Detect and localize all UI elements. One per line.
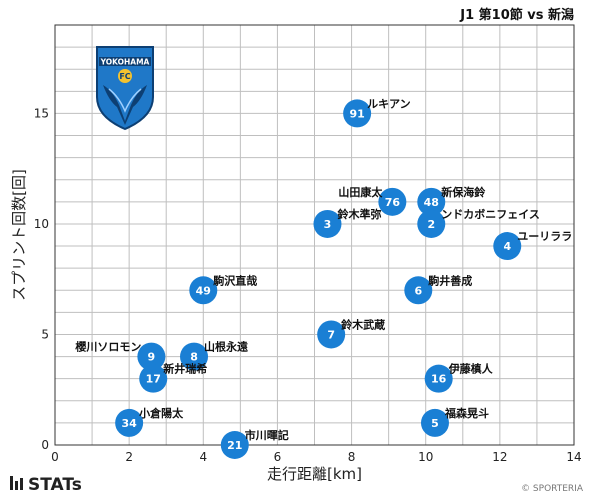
player-marker [378, 187, 407, 216]
player-number-label: 5 [431, 417, 439, 430]
phoenix-icon [103, 85, 147, 125]
player-name-label: 新保海鈴 [441, 185, 486, 199]
player-number-label: 76 [385, 196, 401, 209]
y-tick-label: 10 [34, 217, 49, 231]
player-number-label: 9 [148, 351, 156, 364]
player-number-label: 3 [324, 218, 332, 231]
player-point: 3 鈴木準弥 [313, 207, 381, 238]
shield-icon [96, 46, 154, 131]
player-marker [137, 342, 166, 371]
player-point: 7 鈴木武蔵 [317, 317, 385, 349]
player-name-label: ルキアン [367, 97, 411, 110]
player-marker [139, 364, 168, 393]
x-tick-label: 4 [199, 450, 207, 464]
emblem-fc: FC [119, 72, 130, 81]
player-name-label: 鈴木準弥 [337, 207, 381, 221]
player-number-label: 6 [414, 284, 422, 297]
player-name-label: 櫻川ソロモン [74, 340, 141, 354]
player-marker [424, 364, 453, 393]
player-marker [115, 408, 144, 437]
x-tick-label: 10 [418, 450, 433, 464]
player-number-label: 7 [327, 328, 335, 341]
emblem-text: YOKOHAMA [100, 58, 150, 67]
data-points: 91ルキアン76山田康太48新保海鈴3鈴木準弥2ンドカボニフェイス4ユーリララ4… [74, 97, 572, 459]
player-marker [317, 320, 346, 349]
player-name-label: 山田康太 [338, 185, 383, 199]
stats-bar-icon [10, 476, 13, 490]
axis-ticks: 0 2 4 6 8 10 12 14 0 5 10 15 [34, 106, 582, 464]
player-point: 5 福森晃斗 [420, 406, 489, 437]
phoenix-wing-icon [108, 88, 142, 113]
player-marker [420, 408, 449, 437]
x-axis-label: 走行距離[km] [267, 465, 362, 483]
player-name-label: 市川暉記 [245, 428, 289, 442]
player-number-label: 21 [227, 439, 242, 452]
emblem-band [99, 57, 151, 66]
stats-logo-text: STATs [28, 475, 82, 495]
player-marker [417, 187, 446, 216]
stats-bar-icon [20, 478, 23, 490]
player-point: 4 ユーリララ [493, 230, 572, 261]
emblem-ball [118, 69, 132, 83]
stats-logo: STATs [10, 475, 82, 495]
credit-text: © SPORTERIA [521, 484, 584, 494]
player-number-label: 8 [190, 351, 198, 364]
y-tick-label: 15 [34, 106, 49, 120]
player-marker [180, 342, 209, 371]
player-number-label: 2 [427, 218, 435, 231]
player-marker [493, 232, 522, 261]
y-axis-label: スプリント回数[回] [10, 169, 28, 301]
player-number-label: 91 [349, 107, 364, 120]
match-title: J1 第10節 vs 新潟 [459, 7, 574, 23]
player-number-label: 17 [146, 373, 161, 386]
x-tick-label: 6 [274, 450, 282, 464]
x-tick-label: 12 [492, 450, 507, 464]
x-tick-label: 2 [125, 450, 133, 464]
player-name-label: 小倉陽太 [138, 406, 184, 420]
player-name-label: 駒井善成 [428, 273, 472, 287]
player-marker [343, 99, 372, 128]
player-name-label: 鈴木武蔵 [341, 317, 385, 331]
player-point: 8 山根永遠 [180, 340, 248, 371]
y-tick-label: 0 [41, 438, 49, 452]
player-point: 6 駒井善成 [404, 273, 472, 305]
player-name-label: 福森晃斗 [444, 406, 489, 420]
player-point: 9 櫻川ソロモン [74, 340, 166, 371]
player-marker [417, 209, 446, 238]
x-tick-label: 14 [566, 450, 581, 464]
x-tick-label: 0 [51, 450, 59, 464]
player-number-label: 16 [431, 373, 447, 386]
stats-bar-icon [15, 481, 18, 490]
player-name-label: ユーリララ [517, 230, 572, 243]
player-name-label: 駒沢直哉 [213, 273, 257, 287]
player-number-label: 49 [196, 284, 211, 297]
player-marker [404, 276, 433, 305]
player-point: 2 ンドカボニフェイス [417, 207, 540, 238]
player-number-label: 34 [121, 417, 137, 430]
y-tick-label: 5 [41, 327, 49, 341]
player-name-label: 伊藤槙人 [448, 362, 494, 376]
player-marker [220, 431, 249, 459]
player-number-label: 48 [424, 196, 439, 209]
yokohama-fc-emblem: YOKOHAMA FC [96, 46, 154, 131]
player-number-label: 4 [503, 240, 511, 253]
x-tick-label: 8 [348, 450, 356, 464]
player-name-label: ンドカボニフェイス [441, 207, 540, 221]
player-name-label: 山根永遠 [204, 340, 248, 354]
plot-border [54, 24, 575, 446]
player-marker [313, 209, 342, 238]
player-marker [189, 276, 218, 305]
player-name-label: 新井瑞希 [163, 362, 207, 376]
